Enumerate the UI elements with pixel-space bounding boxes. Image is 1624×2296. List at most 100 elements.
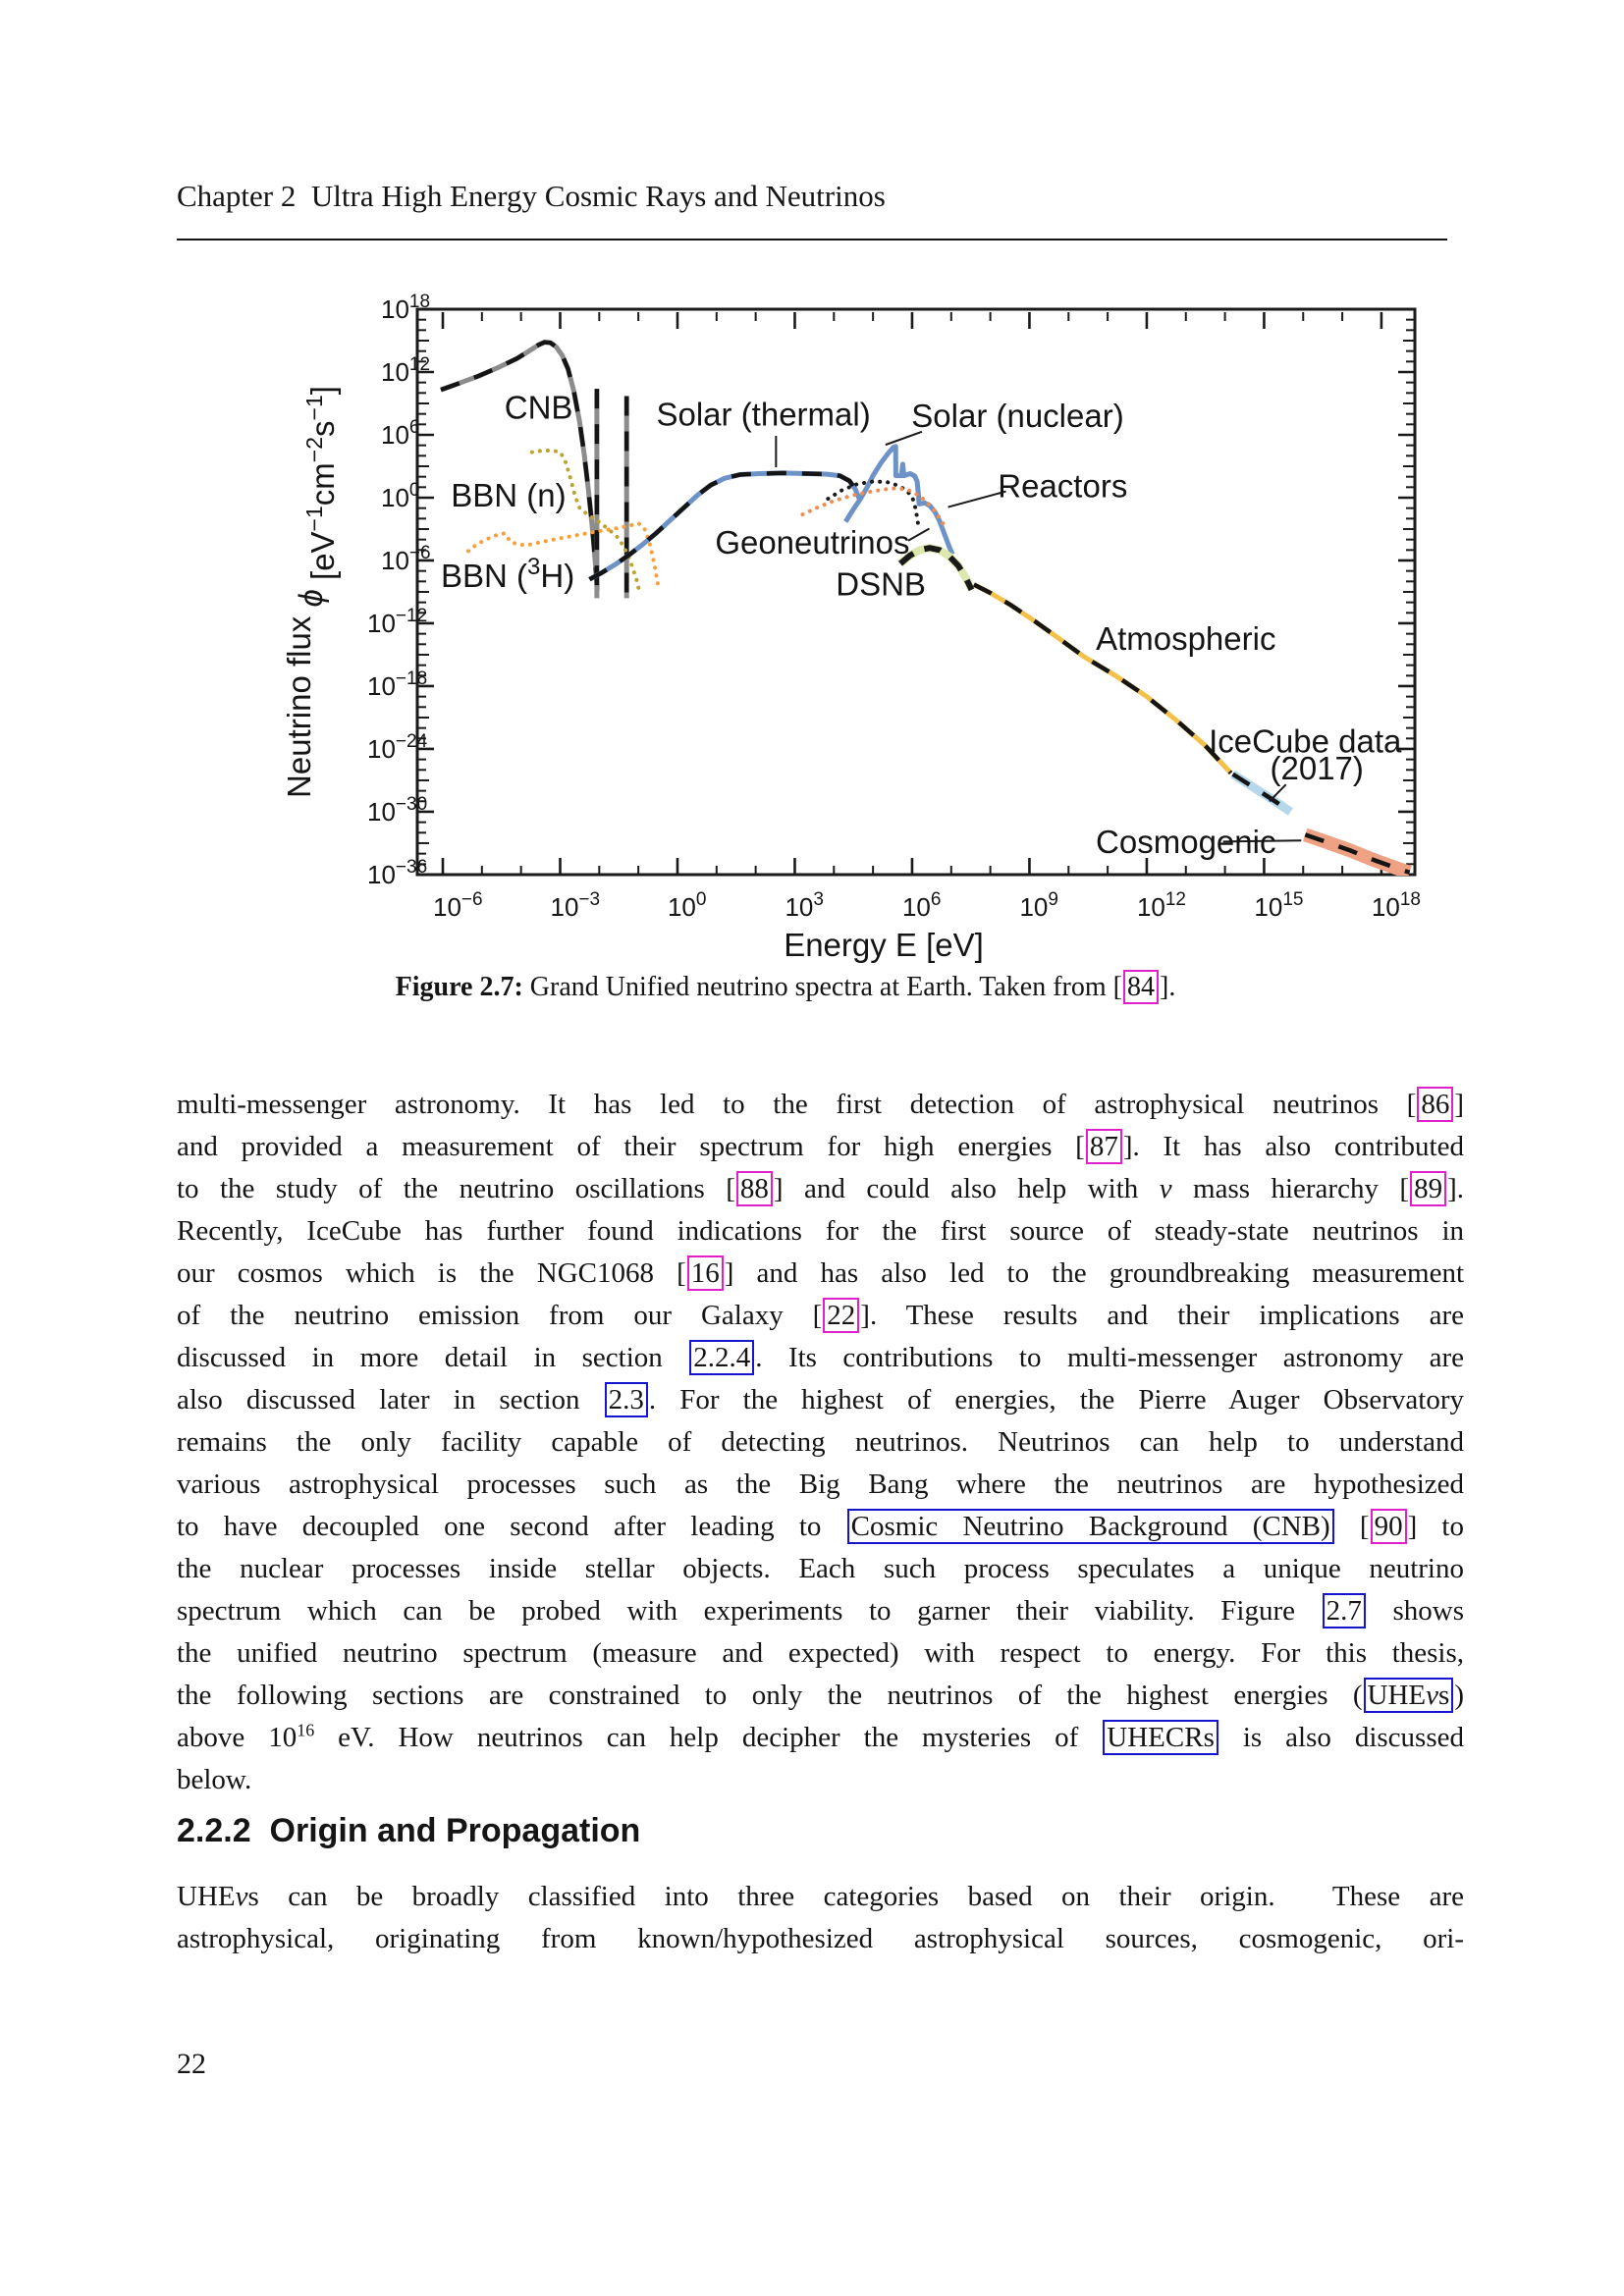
series-cnb [440, 340, 600, 590]
chart-label-cosmogenic: Cosmogenic [1096, 824, 1275, 860]
citation-link[interactable]: 89 [1410, 1171, 1447, 1206]
internal-ref-link[interactable]: Cosmic Neutrino Background (CNB) [846, 1509, 1334, 1544]
tick-label: 10−3 [550, 889, 600, 922]
internal-ref-link[interactable]: 2.7 [1322, 1593, 1366, 1629]
chart-label-geoneutrinos: Geoneutrinos [715, 524, 909, 561]
figure-2-7: 10−6 10−3 100 103 106 109 1012 1015 1018 1018 1012… [226, 196, 1443, 972]
tick-label: 10−6 [433, 889, 483, 922]
tick-label: 1018 [1372, 889, 1421, 922]
text-line: our cosmos which is the NGC1068 [16] and… [177, 1253, 1464, 1295]
text-run: ν [235, 1881, 248, 1912]
text-run: UHECRs [1107, 1722, 1215, 1753]
text-run: UHE [177, 1881, 236, 1912]
text-run: the nuclear processes inside stellar obj… [177, 1553, 1464, 1584]
citation-link[interactable]: 90 [1370, 1509, 1407, 1544]
neutrino-spectrum-chart: 10−6 10−3 100 103 106 109 1012 1015 1018 1018 1012… [281, 292, 1421, 963]
text-line: above 1016 eV. How neutrinos can help de… [177, 1717, 1464, 1759]
series-geoneutrinos [826, 479, 921, 528]
chart-series [440, 340, 1412, 876]
text-run: 88 [739, 1173, 769, 1204]
citation-link[interactable]: 86 [1417, 1087, 1454, 1122]
internal-ref-link[interactable]: UHEνs [1363, 1678, 1454, 1713]
internal-ref-link[interactable]: 2.2.4 [689, 1340, 755, 1375]
text-run: remains the only facility capable of det… [177, 1426, 1464, 1458]
text-run: also discussed later in section [177, 1384, 604, 1415]
internal-ref-link[interactable]: 2.3 [604, 1382, 648, 1417]
annotation-pointer-cosmogenic [1222, 839, 1302, 843]
citation-link[interactable]: 88 [735, 1171, 773, 1206]
tick-label: 100 [668, 889, 707, 922]
text-run: ]. [1447, 1173, 1464, 1204]
text-run: to the study of the neutrino oscillation… [177, 1173, 735, 1204]
text-run: eV. How neutrinos can help decipher the … [314, 1722, 1103, 1753]
text-run: of the neutrino emission from our Galaxy… [177, 1300, 823, 1331]
text-line: remains the only facility capable of det… [177, 1421, 1464, 1464]
text-line: various astrophysical processes such as … [177, 1464, 1464, 1506]
text-line: UHEνs can be broadly classified into thr… [177, 1876, 1464, 1918]
text-run: UHE [1367, 1680, 1427, 1711]
chart-annotations: CNB BBN (n) BBN (3H) Solar (thermal) Solar (… [441, 389, 1402, 860]
text-run: ) [1454, 1680, 1464, 1711]
tick-label: 10−24 [367, 731, 428, 764]
series-reactors [800, 486, 948, 533]
series-solar-thermal-dash-overlay [588, 470, 862, 582]
text-run: spectrum which can be probed with experi… [177, 1595, 1322, 1627]
chart-label-reactors: Reactors [998, 467, 1127, 504]
text-run: 16 [690, 1257, 720, 1289]
text-run: 84 [1127, 972, 1155, 1002]
body-paragraph-2: UHEνs can be broadly classified into thr… [177, 1876, 1464, 1960]
citation-link[interactable]: 84 [1123, 970, 1159, 1004]
text-run: Cosmic Neutrino Background (CNB) [850, 1511, 1330, 1542]
text-run: ] [1454, 1089, 1464, 1120]
text-line: astrophysical, originating from known/hy… [177, 1918, 1464, 1960]
series-dsnb [898, 545, 975, 592]
text-run: . For the highest of energies, the Pierr… [648, 1384, 1464, 1415]
citation-link[interactable]: 16 [686, 1255, 724, 1291]
text-run: below. [177, 1764, 252, 1795]
text-run: 16 [297, 1720, 315, 1740]
text-run: astrophysical, originating from known/hy… [177, 1923, 1464, 1954]
text-run: ] and has also led to the groundbreaking… [724, 1257, 1464, 1289]
citation-link[interactable]: 87 [1085, 1129, 1122, 1164]
tick-label: 10−18 [367, 668, 427, 701]
text-run: Grand Unified neutrino spectra at Earth.… [522, 972, 1122, 1002]
annotation-pointer-reactors [947, 490, 1006, 508]
text-line: the nuclear processes inside stellar obj… [177, 1548, 1464, 1590]
text-line: spectrum which can be probed with experi… [177, 1590, 1464, 1632]
internal-ref-link[interactable]: UHECRs [1103, 1720, 1218, 1755]
text-run: 86 [1421, 1089, 1450, 1120]
tick-label: 103 [785, 889, 824, 922]
annotation-pointer-icecube-2 [1269, 783, 1287, 803]
text-run: our cosmos which is the NGC1068 [ [177, 1257, 686, 1289]
chapter-header: Chapter 2 Ultra High Energy Cosmic Rays … [177, 179, 886, 213]
tick-label: 1012 [381, 354, 430, 387]
text-run: 87 [1089, 1131, 1118, 1162]
text-run: the following sections are constrained t… [177, 1680, 1363, 1711]
annotation-pointer-geoneutrinos [907, 527, 930, 542]
x-tick-labels: 10−6 10−3 100 103 106 109 1012 1015 1018 [433, 889, 1421, 922]
text-run: 22 [827, 1300, 856, 1331]
text-run: 2.3 [608, 1384, 644, 1415]
text-run: to have decoupled one second after leadi… [177, 1511, 846, 1542]
text-line: the following sections are constrained t… [177, 1675, 1464, 1717]
text-run: . Its contributions to multi-messenger a… [755, 1342, 1464, 1373]
series-icecube-dash-overlay [1231, 772, 1292, 814]
tick-label: 10−6 [381, 543, 431, 575]
text-run: shows [1366, 1595, 1464, 1627]
series-cosmogenic-dash-overlay [1304, 832, 1411, 875]
chart-label-bbn-h3: BBN (3H) [441, 554, 574, 594]
header-rule [177, 239, 1447, 240]
text-run: 90 [1374, 1511, 1403, 1542]
y-axis-title: Neutrino flux ϕ [eV−1cm−2s−1] [281, 386, 341, 798]
citation-link[interactable]: 22 [823, 1298, 860, 1333]
text-run: Recently, IceCube has further found indi… [177, 1215, 1464, 1247]
figure-caption: Figure 2.7: Grand Unified neutrino spect… [177, 970, 1394, 1004]
page-number: 22 [177, 2048, 206, 2080]
chart-label-atmospheric: Atmospheric [1096, 620, 1275, 657]
text-run: 89 [1414, 1173, 1443, 1204]
series-atmospheric-dash-overlay [972, 582, 1233, 775]
text-line: discussed in more detail in section 2.2.… [177, 1337, 1464, 1379]
text-line: the unified neutrino spectrum (measure a… [177, 1632, 1464, 1675]
series-atmospheric [972, 582, 1233, 775]
chart-label-cnb: CNB [505, 389, 573, 425]
